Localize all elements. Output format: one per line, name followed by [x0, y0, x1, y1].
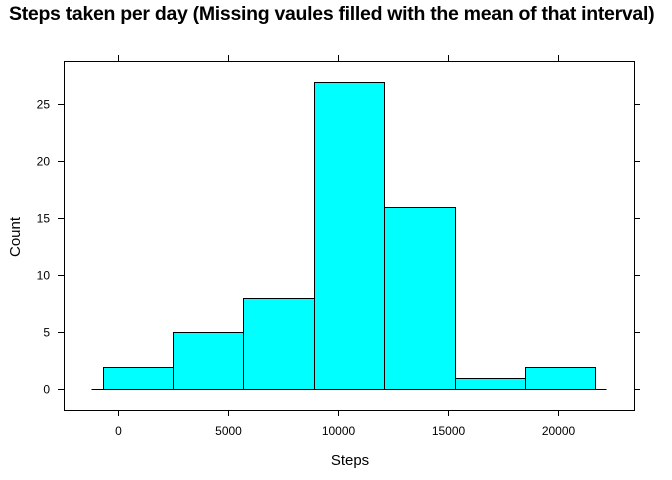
- x-tick-label: 5000: [215, 424, 242, 438]
- y-axis: 0 5 10 15 20 25: [37, 98, 640, 397]
- y-tick-label: 5: [43, 326, 50, 340]
- x-axis: 0 5000 10000 15000 20000: [115, 55, 576, 438]
- histogram-bar-4: [314, 82, 385, 390]
- x-tick-label: 0: [115, 424, 122, 438]
- histogram-bar-1: [103, 367, 174, 390]
- bars-layer: [103, 82, 596, 390]
- y-tick-label: 0: [43, 383, 50, 397]
- y-tick-label: 25: [37, 98, 51, 112]
- histogram-bar-3: [243, 298, 315, 390]
- chart-title: Steps taken per day (Missing vaules fill…: [9, 3, 655, 25]
- histogram-bar-5: [384, 207, 456, 390]
- x-axis-title: Steps: [331, 452, 369, 469]
- histogram-bar-7: [525, 367, 596, 390]
- y-tick-label: 10: [37, 269, 51, 283]
- histogram-bar-2: [173, 332, 244, 390]
- plot-frame: [64, 61, 635, 411]
- y-axis-title: Count: [7, 216, 24, 257]
- x-tick-label: 10000: [322, 424, 356, 438]
- x-tick-label: 20000: [542, 424, 576, 438]
- y-tick-label: 20: [37, 155, 51, 169]
- x-tick-label: 15000: [432, 424, 466, 438]
- y-tick-label: 15: [37, 212, 51, 226]
- histogram-bar-6: [455, 378, 526, 390]
